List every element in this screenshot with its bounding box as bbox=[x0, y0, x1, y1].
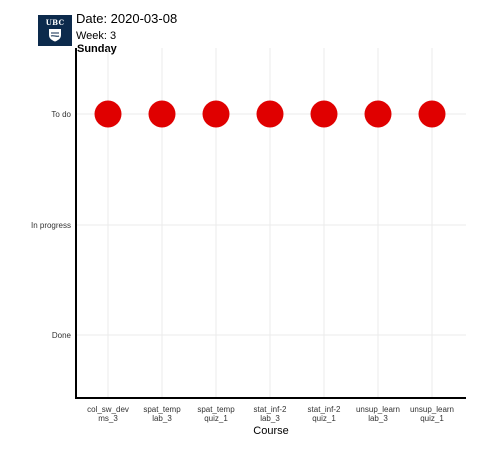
data-point bbox=[94, 100, 122, 128]
x-tick-label: spat_temp quiz_1 bbox=[197, 405, 235, 423]
date-label: Date: 2020-03-08 bbox=[76, 11, 178, 26]
x-axis-label: Course bbox=[253, 425, 288, 437]
data-point bbox=[418, 100, 446, 128]
x-tick-label-line: spat_temp bbox=[143, 405, 181, 414]
y-tick-label: Done bbox=[52, 331, 72, 340]
week-label: Week: 3 bbox=[76, 30, 117, 42]
x-tick-label: unsup_learn quiz_1 bbox=[410, 405, 454, 423]
data-point bbox=[364, 100, 392, 128]
x-tick-label-line: quiz_1 bbox=[312, 414, 336, 423]
grid-lines bbox=[76, 48, 466, 398]
day-label: Sunday bbox=[77, 43, 117, 55]
data-point bbox=[148, 100, 176, 128]
x-tick-label-line: ms_3 bbox=[98, 414, 118, 423]
y-tick-label: In progress bbox=[31, 221, 71, 230]
x-tick-label-line: col_sw_dev bbox=[87, 405, 129, 414]
data-point bbox=[202, 100, 230, 128]
x-tick-label: stat_inf-2 lab_3 bbox=[254, 405, 287, 423]
x-tick-label-line: quiz_1 bbox=[420, 414, 444, 423]
x-tick-label-line: spat_temp bbox=[197, 405, 235, 414]
x-tick-label: col_sw_dev ms_3 bbox=[87, 405, 129, 423]
x-tick-label-line: quiz_1 bbox=[204, 414, 228, 423]
shield-icon bbox=[49, 29, 61, 42]
x-tick-label-line: lab_3 bbox=[368, 414, 388, 423]
ubc-logo: UBC bbox=[38, 15, 72, 46]
x-tick-label-line: lab_3 bbox=[260, 414, 280, 423]
y-tick-label: To do bbox=[51, 110, 71, 119]
x-tick-label-line: lab_3 bbox=[152, 414, 172, 423]
x-tick-label: spat_temp lab_3 bbox=[143, 405, 181, 423]
data-point bbox=[256, 100, 284, 128]
x-tick-label-line: stat_inf-2 bbox=[254, 405, 287, 414]
logo-text: UBC bbox=[45, 18, 65, 27]
x-tick-label-line: unsup_learn bbox=[356, 405, 400, 414]
x-tick-label: unsup_learn lab_3 bbox=[356, 405, 400, 423]
x-tick-label-line: stat_inf-2 bbox=[308, 405, 341, 414]
x-tick-label: stat_inf-2 quiz_1 bbox=[308, 405, 341, 423]
data-point bbox=[310, 100, 338, 128]
x-tick-label-line: unsup_learn bbox=[410, 405, 454, 414]
axes bbox=[75, 48, 466, 399]
data-points bbox=[94, 100, 446, 128]
tick-labels: Done In progress To do col_sw_dev ms_3 spat_t… bbox=[31, 110, 454, 423]
